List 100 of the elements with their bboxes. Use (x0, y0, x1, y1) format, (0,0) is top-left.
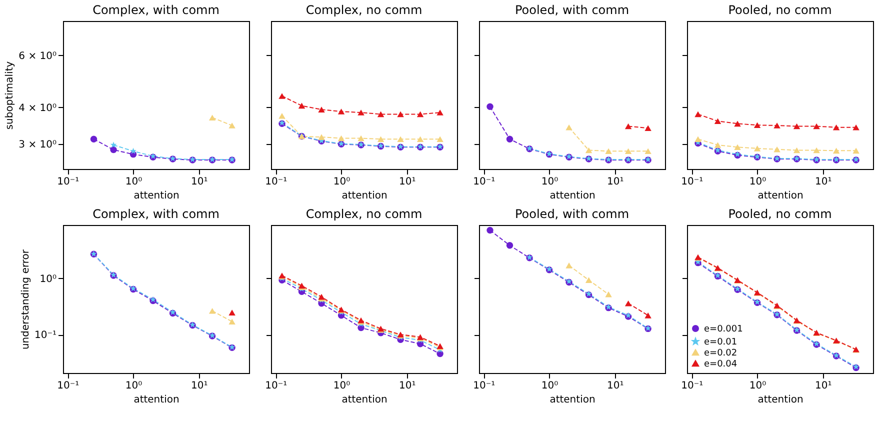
point (774, 146, 780, 152)
y-tick-label: 6 × 10⁰ (18, 50, 56, 62)
x-tick-label: 10⁰ (749, 176, 766, 188)
x-tick-label: 10⁰ (333, 380, 350, 392)
point (130, 148, 136, 154)
point (506, 242, 514, 249)
point (714, 118, 722, 124)
point (644, 148, 652, 154)
point (90, 136, 98, 142)
point (754, 146, 761, 152)
point (734, 144, 741, 150)
point (694, 111, 702, 118)
x-axis-title: attention (550, 394, 596, 406)
point (852, 148, 860, 154)
point (585, 277, 592, 283)
chart-title: Complex, no comm (306, 207, 422, 221)
x-tick-label: 10¹ (191, 380, 208, 392)
x-tick-label: 10¹ (399, 176, 416, 188)
point (774, 122, 780, 128)
point (436, 136, 444, 142)
x-tick-label: 10⁻¹ (265, 176, 288, 188)
point (358, 135, 364, 142)
point (694, 136, 702, 142)
point (228, 310, 236, 316)
x-axis-title: attention (758, 190, 804, 202)
point (436, 110, 444, 116)
point (813, 123, 820, 130)
point (278, 93, 286, 99)
legend-label: e=0.04 (704, 360, 738, 370)
point (377, 111, 384, 118)
point (377, 136, 384, 142)
point (714, 142, 722, 148)
chart-title: Complex, with comm (92, 3, 220, 17)
y-axis-title: understanding error (20, 248, 32, 350)
point (318, 134, 325, 140)
point (416, 111, 424, 118)
point (110, 142, 117, 148)
y-tick-label: 10⁻¹ (34, 330, 56, 342)
x-tick-label: 10¹ (191, 176, 208, 188)
point (813, 147, 820, 154)
x-tick-label: 10⁰ (541, 380, 558, 392)
y-axis-title: suboptimality (4, 61, 16, 130)
point (566, 124, 572, 130)
point (852, 124, 860, 130)
point (734, 120, 741, 127)
point (506, 136, 514, 142)
legend-label: e=0.02 (704, 348, 738, 358)
x-tick-label: 10⁻¹ (681, 176, 704, 188)
x-tick-label: 10⁻¹ (473, 176, 496, 188)
x-tick-label: 10⁰ (333, 176, 350, 188)
point (486, 103, 494, 110)
x-tick-label: 10⁰ (749, 380, 766, 392)
point (793, 147, 800, 154)
point (278, 112, 286, 119)
chart-title: Pooled, no comm (728, 3, 832, 17)
x-axis-title: attention (550, 190, 596, 202)
point (754, 122, 761, 128)
x-tick-label: 10⁰ (541, 176, 558, 188)
legend-label: e=0.01 (704, 338, 738, 348)
chart-title: Complex, with comm (92, 207, 220, 221)
point (397, 136, 404, 142)
point (338, 135, 345, 142)
point (793, 123, 800, 130)
x-axis-title: attention (342, 394, 388, 406)
point (110, 146, 117, 154)
point (832, 124, 840, 130)
x-tick-label: 10¹ (607, 380, 624, 392)
point (624, 148, 632, 154)
x-tick-label: 10⁻¹ (265, 380, 288, 392)
point (318, 106, 325, 112)
y-tick-label: 10⁰ (40, 274, 56, 285)
x-axis-title: attention (758, 394, 804, 406)
y-tick-label: 3 × 10⁰ (18, 140, 56, 151)
chart-title: Pooled, no comm (728, 207, 832, 221)
x-axis-title: attention (134, 394, 180, 406)
chart-title: Pooled, with comm (514, 3, 630, 17)
point (605, 291, 612, 298)
chart-title: Pooled, with comm (514, 207, 630, 221)
chart-title: Complex, no comm (306, 3, 422, 17)
x-tick-label: 10¹ (815, 176, 832, 188)
legend-label: e=0.001 (704, 324, 743, 334)
x-tick-label: 10⁰ (125, 176, 142, 188)
point (397, 111, 404, 118)
point (338, 108, 345, 114)
x-axis-title: attention (342, 190, 388, 202)
x-axis-title: attention (134, 190, 180, 202)
point (358, 110, 364, 116)
point (566, 262, 572, 268)
point (585, 147, 592, 154)
point (416, 136, 424, 142)
x-tick-label: 10¹ (399, 380, 416, 392)
point (486, 226, 494, 234)
point (605, 148, 612, 154)
x-tick-label: 10¹ (607, 176, 624, 188)
point (298, 102, 306, 109)
x-tick-label: 10⁻¹ (681, 380, 704, 392)
x-tick-label: 10⁻¹ (57, 380, 80, 392)
x-tick-label: 10⁰ (125, 380, 142, 392)
x-tick-label: 10¹ (815, 380, 832, 392)
x-tick-label: 10⁻¹ (473, 380, 496, 392)
